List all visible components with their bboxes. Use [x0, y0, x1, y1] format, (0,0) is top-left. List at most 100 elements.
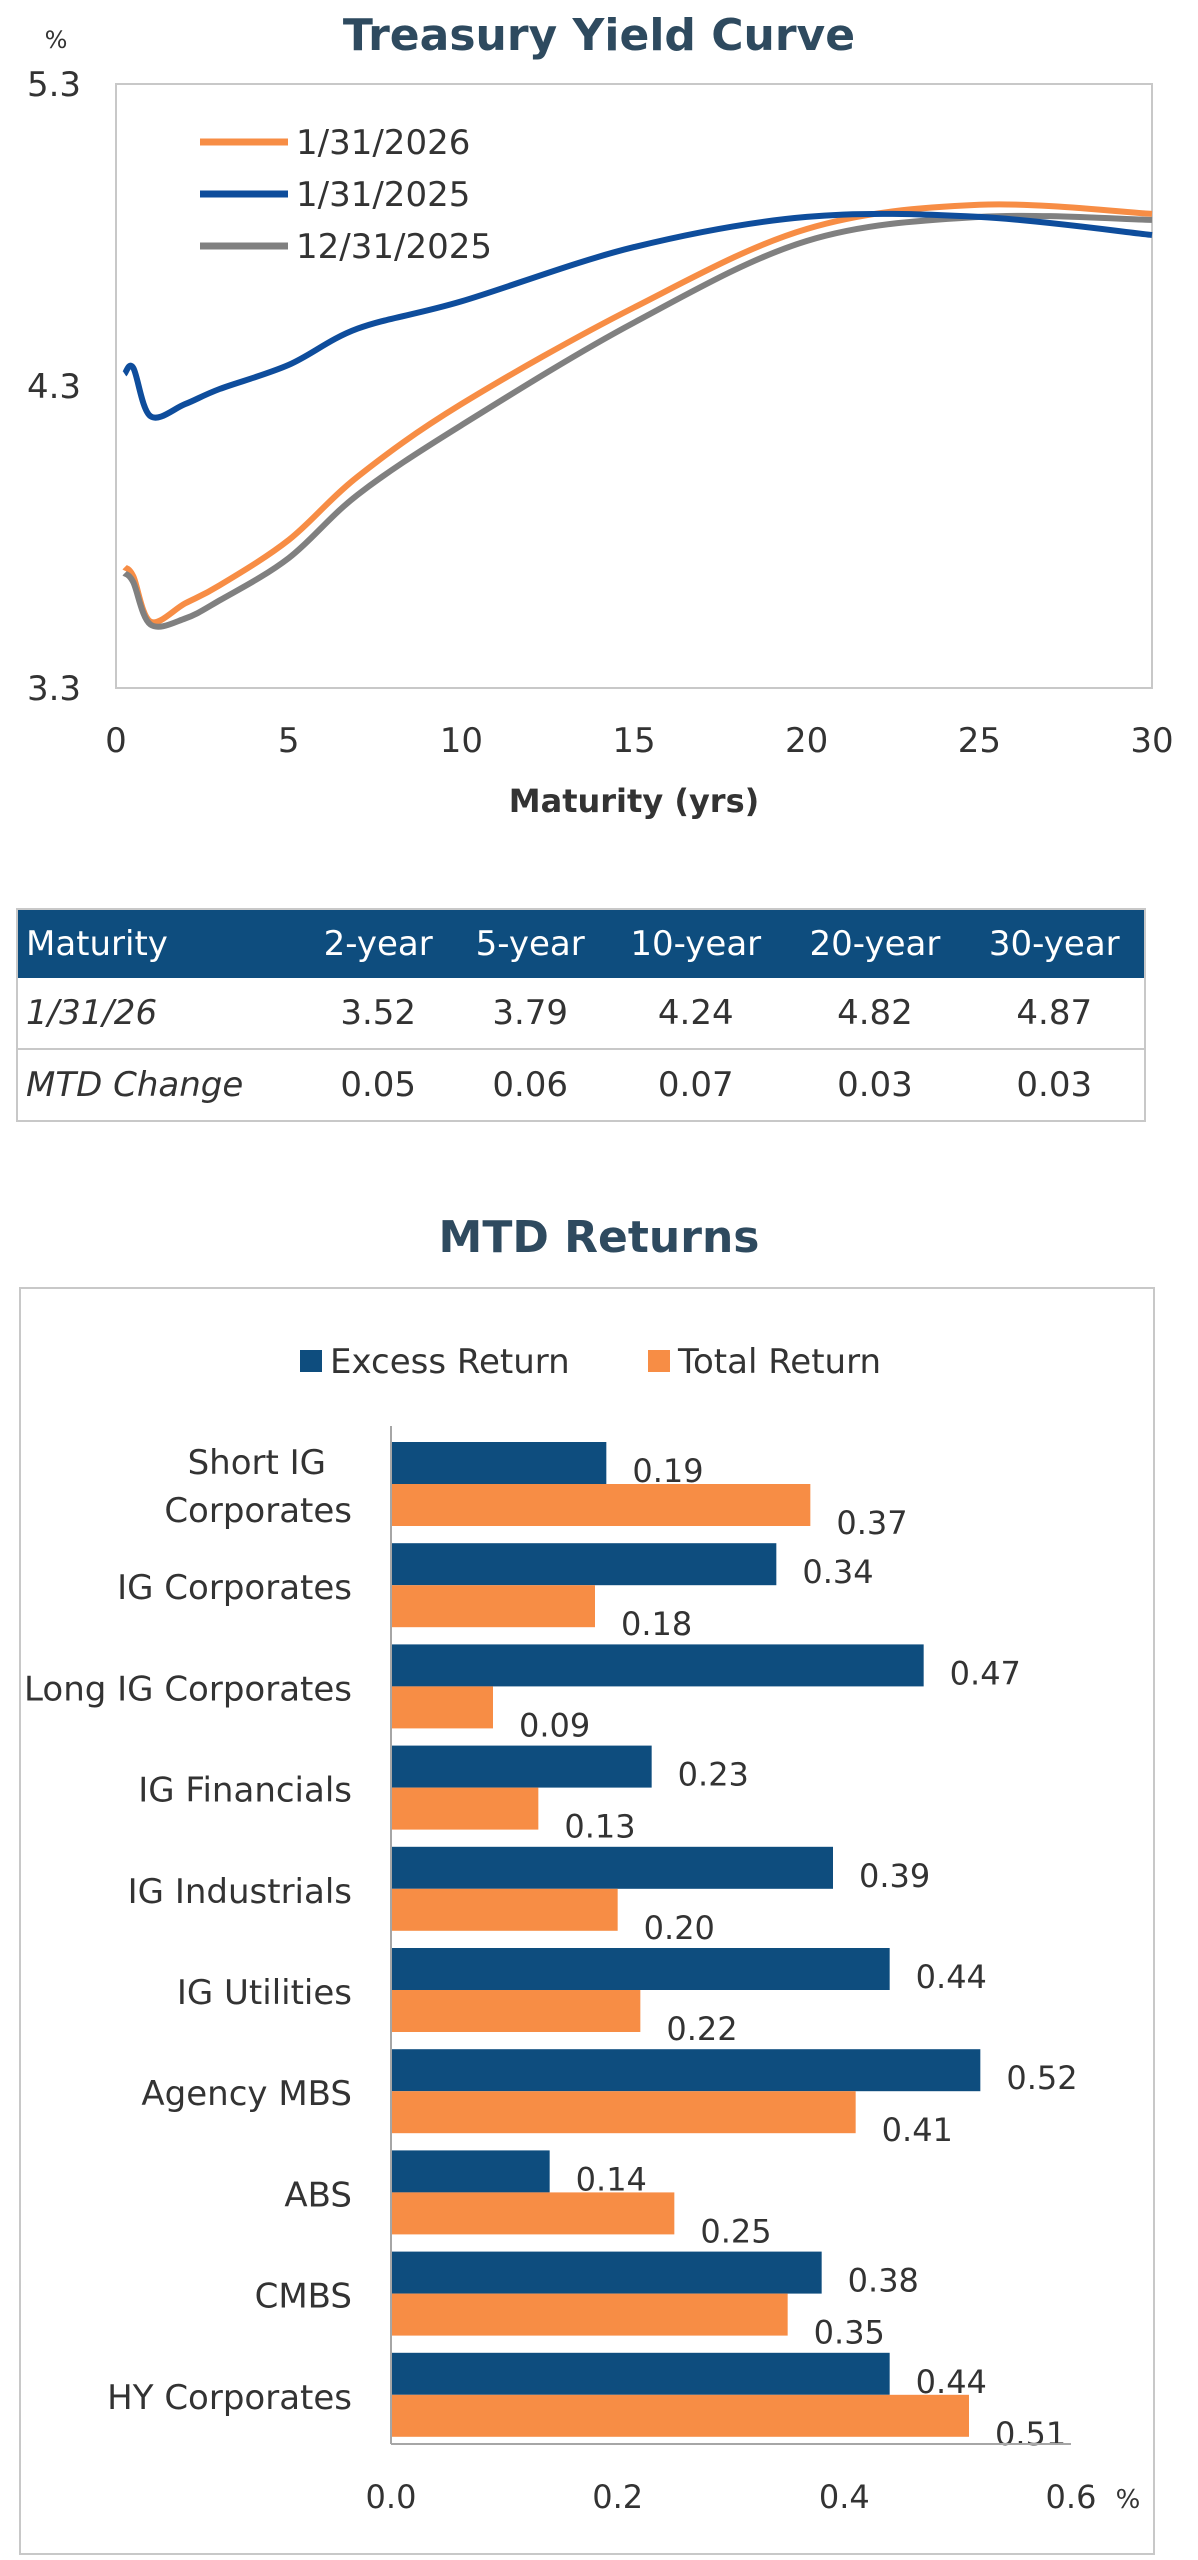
x-tick-label: 0.6	[1046, 2478, 1097, 2516]
category-label: Long IG Corporates	[24, 1669, 352, 1709]
bar-total-return	[391, 1990, 641, 2032]
series-line-1-31-2025	[122, 210, 1153, 421]
yield-table-header: 10-year	[606, 909, 786, 978]
legend-label: Excess Return	[330, 1342, 570, 1382]
data-label-excess-return: 0.52	[1006, 2059, 1077, 2097]
bar-total-return	[391, 2394, 969, 2437]
x-tick-label: 20	[785, 721, 828, 761]
yield-table-header: Maturity	[17, 909, 303, 978]
category-label: ABS	[284, 2175, 352, 2215]
data-label-total-return: 0.09	[519, 1706, 590, 1744]
plot-area-frame	[115, 83, 1153, 689]
data-label-total-return: 0.13	[564, 1808, 635, 1846]
bar-excess-return	[391, 2150, 550, 2193]
yield-table: Maturity 2-year 5-year 10-year 20-year 3…	[16, 908, 1146, 1122]
category-label: IG Industrials	[128, 1872, 352, 1912]
mtd-returns-title: MTD Returns	[438, 1212, 760, 1263]
bar-total-return	[391, 2293, 788, 2336]
data-label-excess-return: 0.14	[576, 2160, 647, 2198]
legend-label: 1/31/2026	[296, 123, 470, 163]
yield-table-cell: 0.05	[302, 1049, 455, 1122]
x-tick-label: 25	[958, 721, 1001, 761]
category-label: Short IG	[188, 1443, 326, 1483]
category-label: IG Financials	[138, 1771, 352, 1811]
y-tick-label: 4.3	[27, 367, 81, 407]
yield-table-cell: 4.24	[606, 978, 786, 1050]
data-label-excess-return: 0.47	[950, 1654, 1021, 1692]
x-tick-label: 5	[278, 721, 300, 761]
yield-table-cell: 0.03	[785, 1049, 965, 1122]
data-label-total-return: 0.20	[644, 1909, 715, 1947]
data-label-total-return: 0.22	[666, 2010, 737, 2048]
legend-label: 1/31/2025	[296, 175, 470, 215]
yield-table-header: 20-year	[785, 909, 965, 978]
bar-total-return	[391, 1585, 595, 1628]
data-label-excess-return: 0.23	[678, 1756, 749, 1794]
data-label-total-return: 0.51	[995, 2415, 1066, 2453]
yield-table-header: 30-year	[964, 909, 1145, 978]
bar-excess-return	[391, 1543, 777, 1586]
bar-total-return	[391, 1888, 618, 1931]
x-tick-label: 10	[440, 721, 483, 761]
bar-total-return	[391, 2192, 675, 2235]
bar-total-return	[391, 2091, 856, 2134]
yield-table-header: 2-year	[302, 909, 455, 978]
chart-frame	[19, 1287, 1155, 2555]
x-tick-label: 0.2	[592, 2478, 643, 2516]
legend-label: Total Return	[677, 1342, 881, 1382]
data-label-total-return: 0.18	[621, 1605, 692, 1643]
category-label: IG Utilities	[177, 1973, 352, 2013]
x-tick-label: 30	[1130, 721, 1173, 761]
x-axis-label: Maturity (yrs)	[509, 782, 760, 820]
x-tick-label: 0.0	[366, 2478, 417, 2516]
yield-table-row-label: 1/31/26	[17, 978, 303, 1050]
category-label: CMBS	[255, 2277, 352, 2317]
bar-excess-return	[391, 2049, 981, 2092]
yield-table-cell: 4.87	[964, 978, 1145, 1050]
category-label: Corporates	[164, 1491, 352, 1531]
yield-table-cell: 3.79	[454, 978, 607, 1050]
category-label: IG Corporates	[117, 1568, 352, 1608]
yield-table-header: 5-year	[454, 909, 607, 978]
bar-excess-return	[391, 1442, 607, 1484]
yield-table-cell: 3.52	[302, 978, 455, 1050]
table-row: 1/31/26 3.52 3.79 4.24 4.82 4.87	[17, 978, 1145, 1050]
bar-excess-return	[391, 1948, 890, 1990]
data-label-excess-return: 0.44	[916, 1958, 987, 1996]
data-label-total-return: 0.37	[836, 1504, 907, 1542]
x-tick-label: 0	[105, 721, 127, 761]
data-label-excess-return: 0.39	[859, 1857, 930, 1895]
yield-curve-chart: % 3.3 4.3 5.3 0 5 10 15 20 25 30 Maturity (yrs) 1/31…	[27, 26, 1174, 820]
yield-table-header-row: Maturity 2-year 5-year 10-year 20-year 3…	[17, 909, 1145, 978]
yield-curve-title: Treasury Yield Curve	[342, 10, 856, 61]
y-tick-label: 5.3	[27, 65, 81, 105]
category-label: Agency MBS	[141, 2074, 352, 2114]
category-label: HY Corporates	[107, 2378, 352, 2418]
data-label-excess-return: 0.34	[802, 1553, 873, 1591]
legend-swatch	[300, 1350, 322, 1372]
bar-excess-return	[391, 1745, 652, 1788]
bar-excess-return	[391, 2352, 890, 2395]
y-axis-unit: %	[45, 26, 68, 54]
yield-table-cell: 0.07	[606, 1049, 786, 1122]
yield-table-cell: 0.03	[964, 1049, 1145, 1122]
data-label-excess-return: 0.38	[848, 2262, 919, 2300]
data-label-total-return: 0.25	[700, 2212, 771, 2250]
bar-total-return	[391, 1787, 539, 1830]
y-tick-label: 3.3	[27, 669, 81, 709]
yield-table-row-label: MTD Change	[17, 1049, 303, 1122]
x-tick-label: 15	[612, 721, 655, 761]
bar-excess-return	[391, 2251, 822, 2294]
bar-total-return	[391, 1686, 493, 1729]
legend-label: 12/31/2025	[296, 227, 492, 267]
x-axis-unit: %	[1116, 2485, 1141, 2515]
bar-total-return	[391, 1484, 811, 1526]
yield-table-cell: 0.06	[454, 1049, 607, 1122]
data-label-excess-return: 0.19	[632, 1452, 703, 1490]
legend-swatch	[648, 1350, 670, 1372]
bar-excess-return	[391, 1644, 924, 1687]
data-label-total-return: 0.35	[814, 2314, 885, 2352]
data-label-excess-return: 0.44	[916, 2363, 987, 2401]
data-label-total-return: 0.41	[882, 2111, 953, 2149]
